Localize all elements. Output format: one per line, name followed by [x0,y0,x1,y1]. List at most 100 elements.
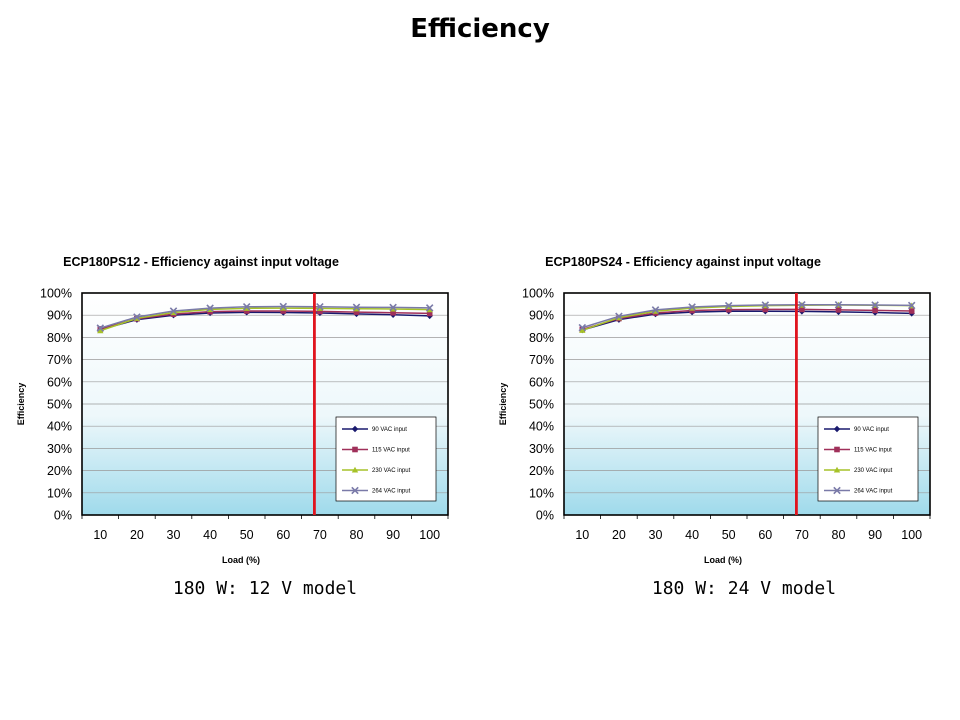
y-tick-label: 80% [529,331,554,345]
y-tick-label: 80% [47,331,72,345]
series-line [100,311,430,331]
x-tick-label: 60 [758,528,772,542]
x-tick-label: 30 [649,528,663,542]
data-point [389,303,397,312]
data-point [871,301,879,309]
y-tick-label: 90% [47,309,72,323]
data-point [242,302,251,311]
legend-swatch-marker [834,446,840,453]
legend-swatch-marker [351,486,359,495]
y-tick-label: 0% [536,509,554,523]
y-tick-label: 100% [40,287,72,301]
data-point [97,327,104,334]
legend-label: 264 VAC input [854,489,893,495]
data-point [907,301,916,310]
efficiency-chart-24v: ECP180PS24 - Efficiency against input vo… [498,255,931,565]
data-point [872,307,878,314]
series-line [582,310,912,331]
data-point [762,306,769,313]
y-tick-label: 100% [522,287,554,301]
y-tick-label: 40% [529,420,554,434]
x-tick-label: 80 [350,528,364,542]
y-tick-label: 70% [47,353,72,367]
x-tick-label: 60 [276,528,290,542]
x-tick-label: 50 [722,528,736,542]
plot-border [81,292,449,516]
legend-swatch-marker [833,425,841,433]
data-point [799,306,805,313]
y-tick-label: 60% [47,375,72,389]
y-tick-label: 70% [529,353,554,367]
series-line [100,307,430,332]
data-point [206,304,214,312]
x-tick-label: 90 [868,528,882,542]
legend-box [817,416,919,502]
x-tick-label: 100 [901,528,922,542]
y-tick-label: 50% [529,398,554,412]
x-tick-label: 70 [313,528,327,542]
chart-caption-12v: 180 W: 12 V model [172,578,358,599]
data-point [834,301,843,309]
data-point [615,312,623,321]
legend-label: 230 VAC input [854,468,893,474]
legend-label: 90 VAC input [372,427,407,433]
y-tick-label: 0% [54,509,72,523]
y-tick-label: 20% [529,464,554,478]
plot-border [563,292,931,516]
page-title: Efficiency [410,14,550,44]
data-point [908,308,915,314]
y-tick-label: 40% [47,420,72,434]
y-tick-label: 10% [47,486,72,500]
y-tick-label: 60% [529,375,554,389]
data-point [390,309,396,316]
legend-swatch-marker [351,466,359,473]
data-point [761,301,770,309]
series-line [582,304,912,329]
x-tick-label: 70 [795,528,809,542]
x-axis-label: Load (%) [704,555,742,565]
legend-label: 90 VAC input [854,427,889,433]
legend-label: 230 VAC input [372,468,411,474]
data-point [280,308,287,314]
series-line [100,305,430,329]
data-point [279,302,288,311]
x-tick-label: 20 [130,528,144,542]
x-tick-label: 10 [575,528,589,542]
x-tick-label: 100 [419,528,440,542]
legend-label: 115 VAC input [854,448,892,454]
x-tick-label: 50 [240,528,254,542]
data-point [352,303,361,311]
legend-swatch-marker [352,446,358,453]
y-tick-label: 10% [529,486,554,500]
data-point [835,307,842,313]
legend-swatch-marker [833,486,841,495]
x-tick-label: 90 [386,528,400,542]
legend-label: 264 VAC input [372,489,411,495]
data-point [579,327,586,333]
chart-title: ECP180PS12 - Efficiency against input vo… [63,255,339,269]
y-tick-label: 90% [529,309,554,323]
x-tick-label: 40 [685,528,699,542]
y-axis-label: Efficiency [16,383,26,426]
data-point [425,304,434,312]
data-point [133,313,141,321]
x-axis-label: Load (%) [222,555,260,565]
x-tick-label: 20 [612,528,626,542]
data-point [426,310,433,317]
data-point [724,301,733,310]
data-point [688,303,696,311]
y-tick-label: 30% [529,442,554,456]
data-point [798,301,806,309]
legend-box [335,416,437,502]
data-point [317,308,323,315]
data-point [96,324,105,332]
data-point [243,308,250,314]
x-tick-label: 40 [203,528,217,542]
chart-caption-24v: 180 W: 24 V model [651,578,837,599]
data-point [426,306,433,313]
legend-label: 115 VAC input [372,448,410,454]
data-point [169,307,178,315]
data-point [578,323,587,332]
legend-swatch-marker [833,466,841,473]
data-point [725,306,732,313]
